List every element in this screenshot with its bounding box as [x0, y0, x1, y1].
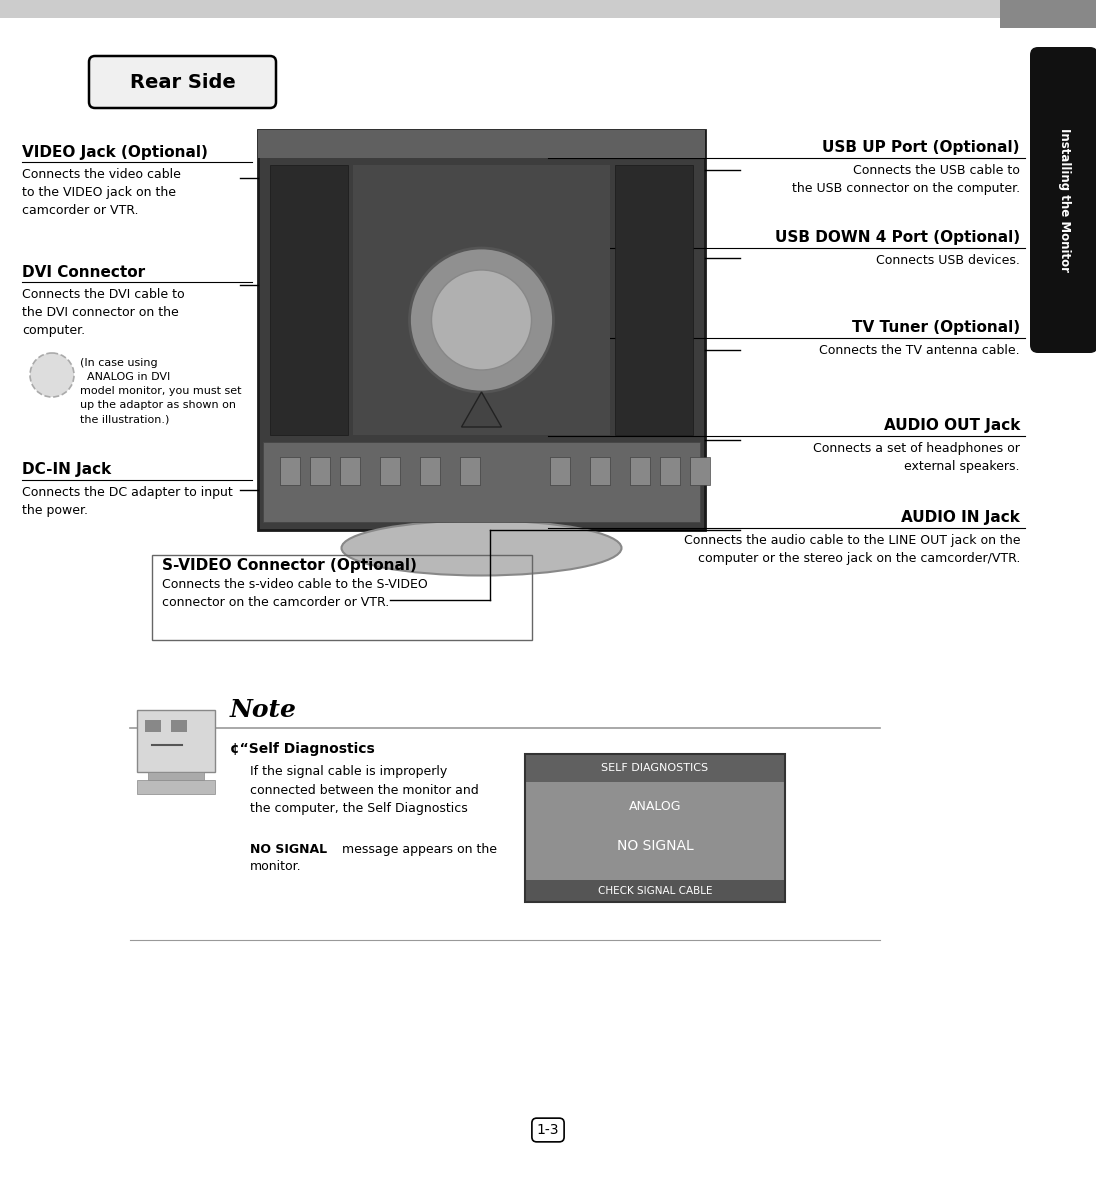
Circle shape [432, 270, 532, 371]
Bar [152, 555, 532, 640]
Text: monitor.: monitor. [250, 860, 301, 873]
Text: Connects the DC adapter to input
the power.: Connects the DC adapter to input the pow… [22, 486, 232, 517]
Bar [525, 754, 785, 902]
Bar [171, 720, 187, 732]
Text: Rear Side: Rear Side [130, 72, 236, 92]
Bar [137, 710, 215, 772]
FancyBboxPatch shape [89, 55, 276, 109]
Bar [525, 754, 785, 782]
Ellipse shape [342, 520, 621, 576]
Text: Connects the USB cable to
the USB connector on the computer.: Connects the USB cable to the USB connec… [792, 164, 1020, 195]
Bar [145, 720, 161, 732]
Bar [148, 772, 204, 780]
Text: message appears on the: message appears on the [338, 843, 496, 856]
Text: TV Tuner (Optional): TV Tuner (Optional) [852, 320, 1020, 335]
Text: USB UP Port (Optional): USB UP Port (Optional) [822, 140, 1020, 155]
Text: AUDIO OUT Jack: AUDIO OUT Jack [883, 418, 1020, 433]
Bar [1000, 0, 1096, 28]
Text: If the signal cable is improperly
connected between the monitor and
the computer: If the signal cable is improperly connec… [250, 765, 479, 815]
Text: CHECK SIGNAL CABLE: CHECK SIGNAL CABLE [597, 886, 712, 896]
Bar [690, 457, 710, 485]
Bar [550, 457, 570, 485]
Bar [525, 880, 785, 902]
Text: Connects a set of headphones or
external speakers.: Connects a set of headphones or external… [813, 442, 1020, 473]
Bar [630, 457, 650, 485]
Bar [460, 457, 480, 485]
Text: SELF DIAGNOSTICS: SELF DIAGNOSTICS [602, 763, 708, 773]
Text: Connects USB devices.: Connects USB devices. [876, 254, 1020, 267]
Text: Connects the s-video cable to the S-VIDEO
connector on the camcorder or VTR.: Connects the s-video cable to the S-VIDE… [162, 578, 427, 609]
Text: DVI Connector: DVI Connector [22, 266, 145, 280]
Bar [310, 457, 330, 485]
Text: VIDEO Jack (Optional): VIDEO Jack (Optional) [22, 145, 208, 160]
Text: Connects the audio cable to the LINE OUT jack on the
computer or the stereo jack: Connects the audio cable to the LINE OUT… [684, 535, 1020, 565]
Bar [353, 165, 610, 435]
Text: Connects the TV antenna cable.: Connects the TV antenna cable. [820, 345, 1020, 358]
Bar [279, 457, 300, 485]
Bar [258, 130, 705, 530]
Text: ANALOG: ANALOG [629, 800, 682, 813]
Text: Connects the video cable
to the VIDEO jack on the
camcorder or VTR.: Connects the video cable to the VIDEO ja… [22, 168, 181, 217]
Bar [525, 782, 785, 880]
Bar [137, 780, 215, 794]
Circle shape [410, 248, 553, 392]
Polygon shape [461, 392, 502, 427]
Bar [380, 457, 400, 485]
Text: USB DOWN 4 Port (Optional): USB DOWN 4 Port (Optional) [775, 230, 1020, 245]
Text: DC-IN Jack: DC-IN Jack [22, 463, 112, 477]
Text: NO SIGNAL: NO SIGNAL [250, 843, 327, 856]
Text: Installing the Monitor: Installing the Monitor [1058, 127, 1071, 273]
Text: (In case using
  ANALOG in DVI
model monitor, you must set
up the adaptor as sho: (In case using ANALOG in DVI model monit… [80, 358, 241, 424]
Bar [590, 457, 610, 485]
Bar [270, 165, 349, 435]
Bar [615, 165, 693, 435]
Text: Note: Note [230, 699, 297, 722]
Bar [420, 457, 439, 485]
Text: S-VIDEO Connector (Optional): S-VIDEO Connector (Optional) [162, 558, 416, 573]
Bar [0, 0, 1000, 18]
Bar [258, 130, 705, 158]
FancyBboxPatch shape [1030, 47, 1096, 353]
Bar [263, 442, 700, 522]
Circle shape [30, 353, 75, 396]
Text: ¢“Self Diagnostics: ¢“Self Diagnostics [230, 742, 375, 756]
Text: Connects the DVI cable to
the DVI connector on the
computer.: Connects the DVI cable to the DVI connec… [22, 288, 184, 337]
Text: 1-3: 1-3 [537, 1123, 559, 1138]
Bar [660, 457, 680, 485]
Bar [340, 457, 359, 485]
Text: AUDIO IN Jack: AUDIO IN Jack [901, 510, 1020, 525]
Text: NO SIGNAL: NO SIGNAL [617, 839, 694, 853]
